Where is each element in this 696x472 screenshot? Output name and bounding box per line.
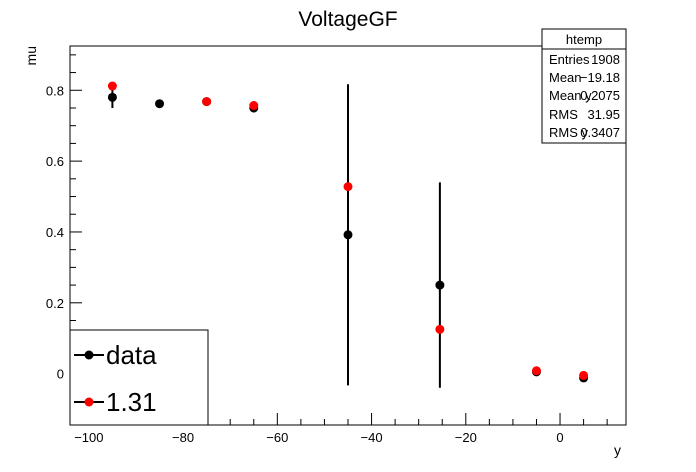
stats-value-entries: 1908 bbox=[591, 52, 620, 67]
point-fit bbox=[531, 366, 541, 376]
axes: −100 −80 −60 −40 −20 0 0 0.2 0.4 0.6 0.8 bbox=[46, 54, 608, 445]
stats-value-rms: 31.95 bbox=[587, 107, 620, 122]
x-tick-label: −80 bbox=[172, 430, 194, 445]
point-fit bbox=[343, 182, 353, 192]
stats-box-title: htemp bbox=[566, 32, 602, 47]
y-tick-label: 0.8 bbox=[46, 83, 64, 98]
stats-box: htemp Entries 1908 Mean −19.18 Mean y 0.… bbox=[541, 28, 627, 144]
legend-label-data: data bbox=[106, 340, 157, 370]
point-data bbox=[107, 92, 117, 102]
legend-fit-marker bbox=[84, 397, 94, 407]
point-data bbox=[343, 230, 353, 240]
point-fit bbox=[249, 101, 259, 111]
legend-label-fit: 1.31 bbox=[106, 387, 157, 417]
point-fit bbox=[202, 97, 212, 107]
legend-box bbox=[69, 329, 209, 426]
y-axis-label: mu bbox=[23, 46, 39, 65]
legend: data 1.31 bbox=[69, 329, 209, 426]
y-tick-label: 0.4 bbox=[46, 225, 64, 240]
stats-label-mean-y: Mean y bbox=[549, 88, 592, 103]
y-tick-label: 0.2 bbox=[46, 296, 64, 311]
point-fit bbox=[107, 81, 117, 91]
chart-title: VoltageGF bbox=[298, 8, 397, 31]
x-tick-label: 0 bbox=[556, 430, 563, 445]
stats-label-entries: Entries bbox=[549, 52, 590, 67]
x-tick-label: −40 bbox=[361, 430, 383, 445]
point-data bbox=[155, 99, 165, 109]
stats-label-rms: RMS bbox=[549, 107, 578, 122]
x-tick-label: −100 bbox=[74, 430, 103, 445]
x-axis-label: y bbox=[614, 442, 621, 458]
stats-box-frame bbox=[541, 28, 627, 144]
point-fit bbox=[579, 370, 589, 380]
stats-value-rms-y: 0.3407 bbox=[580, 125, 620, 140]
y-tick-label: 0.6 bbox=[46, 154, 64, 169]
point-fit bbox=[435, 324, 445, 334]
legend-data-marker bbox=[84, 350, 94, 360]
data-marks bbox=[107, 81, 589, 388]
point-data bbox=[435, 280, 445, 290]
stats-value-mean-y: 0.2075 bbox=[580, 88, 620, 103]
stats-label-mean: Mean bbox=[549, 70, 582, 85]
stats-label-rms-y: RMS y bbox=[549, 125, 589, 140]
x-tick-label: −20 bbox=[455, 430, 477, 445]
x-tick-label: −60 bbox=[266, 430, 288, 445]
stats-value-mean: −19.18 bbox=[580, 70, 620, 85]
y-tick-label: 0 bbox=[57, 367, 64, 382]
